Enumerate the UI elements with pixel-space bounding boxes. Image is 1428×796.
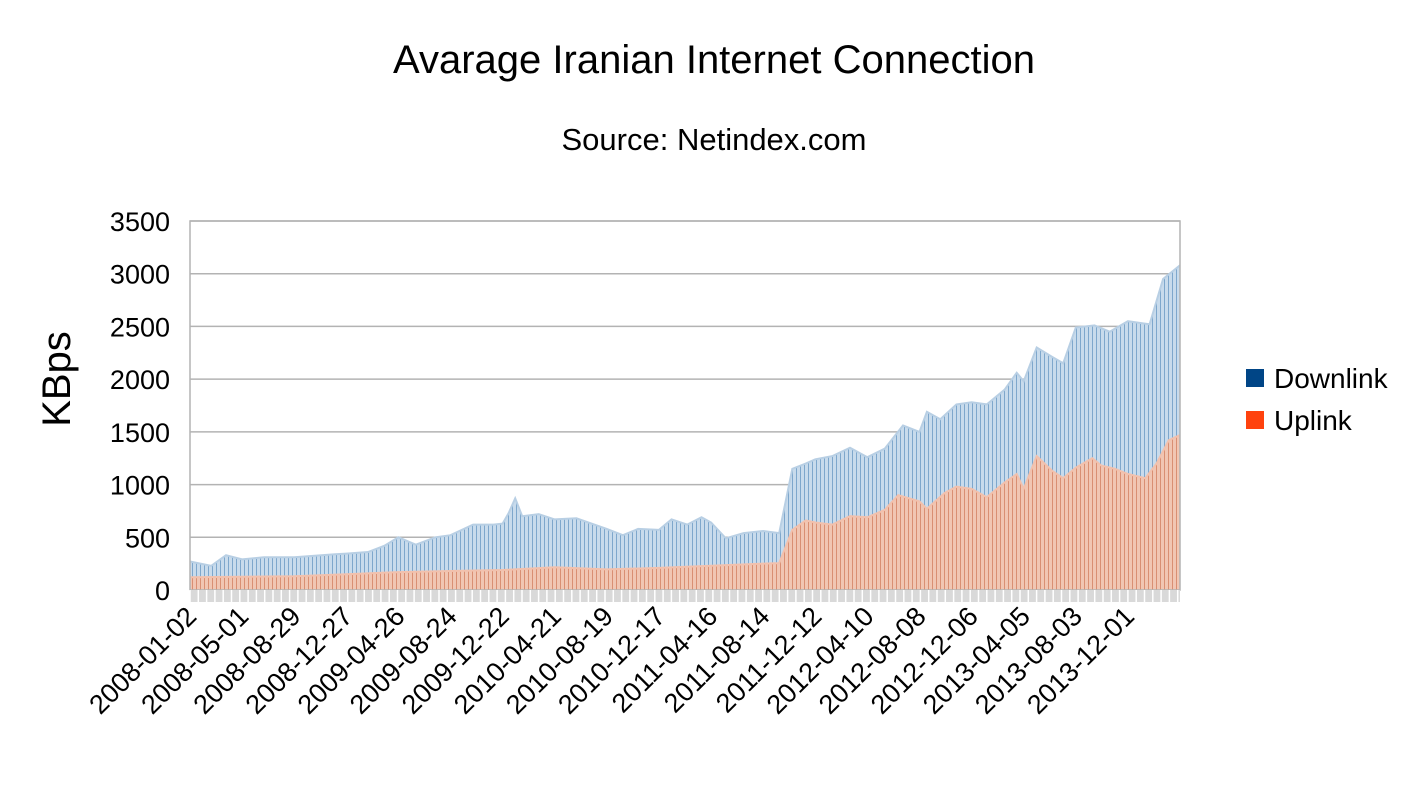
- legend-swatch-downlink: [1246, 369, 1264, 387]
- legend-swatch-uplink: [1246, 411, 1264, 429]
- y-axis-label: KBps: [35, 331, 79, 427]
- y-tick-label: 3000: [110, 260, 170, 290]
- axes: [189, 220, 1181, 602]
- chart-title: Avarage Iranian Internet Connection: [393, 38, 1035, 82]
- y-tick-label: 2500: [110, 312, 170, 342]
- y-tick-label: 1000: [110, 471, 170, 501]
- series-areas: [189, 264, 1181, 590]
- x-axis-strip: [190, 590, 1180, 602]
- y-tick-label: 1500: [110, 418, 170, 448]
- series-uplink-line: [189, 434, 1181, 579]
- legend-label-downlink: Downlink: [1274, 363, 1389, 394]
- x-tick-labels: 2008-01-022008-05-012008-08-292008-12-27…: [83, 601, 1140, 720]
- y-tick-label: 0: [155, 576, 170, 606]
- y-tick-labels: 0 500 1000 1500 2000 2500 3000 3500: [110, 207, 170, 606]
- series-downlink-line: [189, 264, 1181, 567]
- y-tick-label: 2000: [110, 365, 170, 395]
- legend-label-uplink: Uplink: [1274, 405, 1353, 436]
- chart-subtitle: Source: Netindex.com: [561, 122, 867, 157]
- y-tick-label: 3500: [110, 207, 170, 237]
- series-uplink-area: [190, 435, 1180, 590]
- legend: Downlink Uplink: [1246, 363, 1389, 436]
- series-uplink: [189, 434, 1181, 590]
- y-tick-label: 500: [125, 523, 170, 553]
